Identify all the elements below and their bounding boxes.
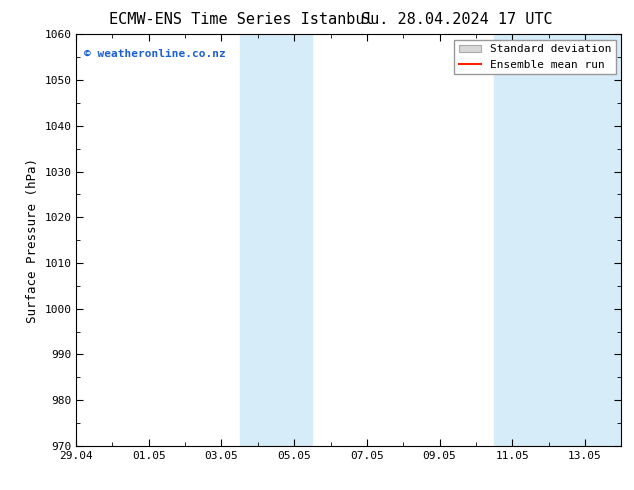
Text: Su. 28.04.2024 17 UTC: Su. 28.04.2024 17 UTC bbox=[361, 12, 552, 27]
Text: © weatheronline.co.nz: © weatheronline.co.nz bbox=[84, 49, 226, 59]
Bar bbox=[494, 34, 621, 446]
Legend: Standard deviation, Ensemble mean run: Standard deviation, Ensemble mean run bbox=[455, 40, 616, 74]
Text: ECMW-ENS Time Series Istanbul: ECMW-ENS Time Series Istanbul bbox=[108, 12, 373, 27]
Bar bbox=[240, 34, 313, 446]
Y-axis label: Surface Pressure (hPa): Surface Pressure (hPa) bbox=[25, 158, 39, 322]
